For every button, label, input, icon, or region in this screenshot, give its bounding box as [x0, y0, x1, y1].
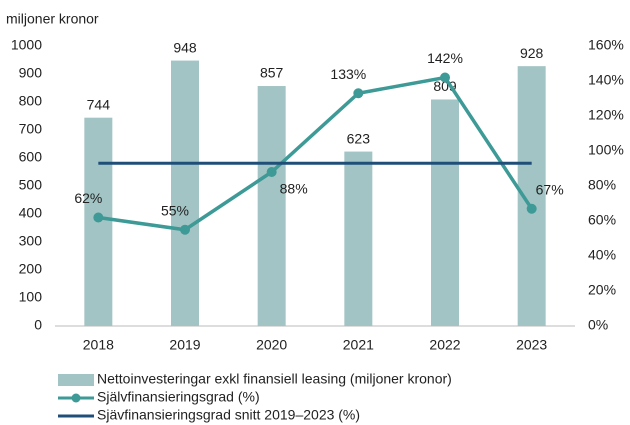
bar-label: 857 [260, 65, 284, 81]
y2-tick-label: 40% [588, 247, 616, 263]
x-tick-label: 2022 [429, 337, 460, 353]
legend-marker [71, 393, 81, 403]
line-marker [180, 224, 190, 235]
legend-swatch [58, 374, 94, 386]
x-tick-label: 2019 [169, 337, 200, 353]
bar [257, 86, 286, 326]
y-tick-label: 900 [19, 65, 43, 81]
line-marker [526, 203, 537, 214]
y2-tick-label: 160% [588, 37, 624, 53]
y2-tick-label: 140% [588, 72, 624, 88]
line-marker [93, 212, 104, 223]
y-tick-label: 800 [19, 93, 43, 109]
y2-tick-label: 100% [588, 142, 624, 158]
bar [431, 99, 459, 326]
bar-label: 623 [347, 130, 371, 146]
y2-tick-label: 0% [588, 317, 608, 333]
line-label: 55% [161, 202, 189, 218]
line-marker [440, 72, 450, 83]
y2-tick-label: 80% [588, 177, 616, 193]
line-label: 133% [330, 66, 366, 82]
x-tick-label: 2023 [516, 337, 547, 353]
line-marker [353, 88, 364, 99]
y2-tick-label: 120% [588, 107, 624, 123]
line-label: 88% [280, 181, 308, 197]
line-label: 62% [74, 190, 102, 206]
y-tick-label: 0 [34, 317, 42, 333]
legend-label: Självfinansieringsgrad (%) [97, 389, 260, 405]
y2-tick-label: 20% [588, 282, 616, 298]
x-tick-label: 2018 [83, 337, 114, 353]
bar-label: 928 [520, 45, 544, 61]
y-tick-label: 1000 [11, 37, 42, 53]
x-tick-label: 2020 [256, 337, 287, 353]
legend-label: Sjävfinansieringsgrad snitt 2019–2023 (%… [97, 407, 360, 423]
legend-label: Nettoinvesteringar exkl finansiell leasi… [97, 371, 452, 387]
y-tick-label: 200 [19, 261, 43, 277]
y-tick-label: 400 [19, 205, 43, 221]
line [98, 75, 534, 232]
y-tick-label: 500 [19, 177, 43, 193]
y-tick-label: 100 [19, 289, 43, 305]
bar-label: 744 [87, 96, 111, 112]
bar [171, 60, 199, 327]
y-tick-label: 600 [19, 149, 43, 165]
line-label: 67% [536, 181, 564, 197]
y-tick-label: 700 [19, 121, 43, 137]
bar [344, 151, 373, 326]
line-marker [266, 167, 277, 177]
y2-tick-label: 60% [588, 212, 616, 228]
x-tick-label: 2021 [343, 337, 374, 353]
bar-label: 948 [173, 39, 197, 55]
line-label: 142% [427, 50, 463, 66]
y-axis-label: miljoner kronor [6, 11, 99, 27]
bar-label: 809 [433, 78, 457, 94]
y-tick-label: 300 [19, 233, 43, 249]
